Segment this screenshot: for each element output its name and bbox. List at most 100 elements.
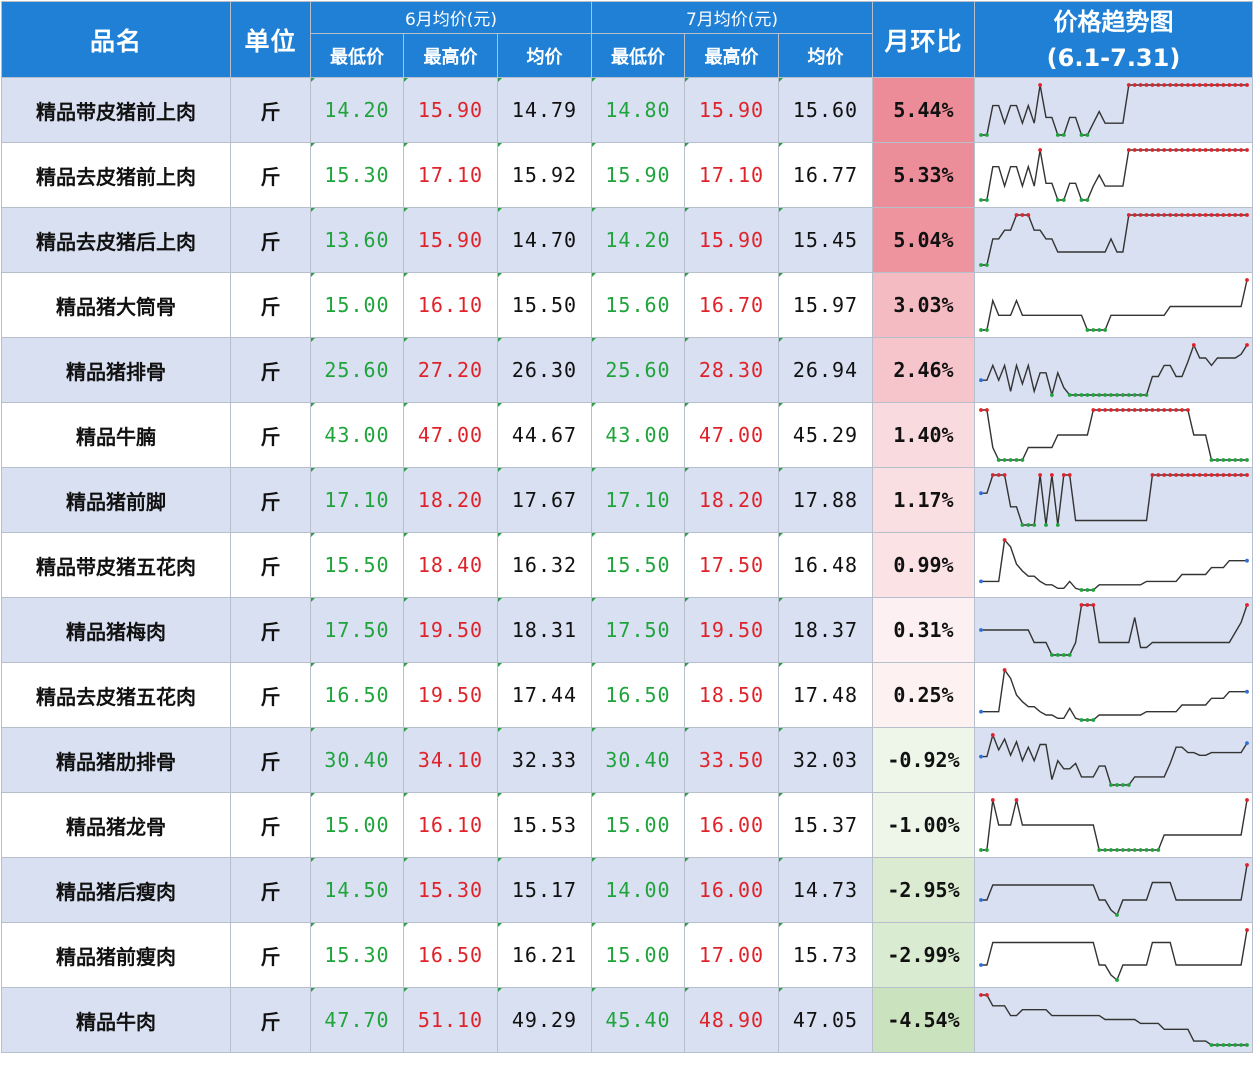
table-row: 精品牛肉斤 47.70 51.10 49.29 45.40 48.90 47.05 -4.54… bbox=[1, 987, 1253, 1053]
sparkline-high-point bbox=[1191, 473, 1196, 477]
july-max-price: 15.90 bbox=[684, 207, 779, 273]
mom-change: -4.54% bbox=[872, 987, 975, 1053]
sparkline-high-point bbox=[1156, 408, 1161, 412]
sparkline-low-point bbox=[1079, 133, 1084, 137]
sparkline-svg bbox=[979, 603, 1249, 657]
sparkline-high-point bbox=[1168, 213, 1173, 217]
sparkline-low-point bbox=[1126, 848, 1131, 852]
sparkline-high-point bbox=[1091, 603, 1096, 607]
sparkline-low-point bbox=[1121, 848, 1125, 852]
july-avg-price: 18.37 bbox=[778, 597, 873, 663]
july-avg-price: 17.48 bbox=[778, 662, 873, 728]
sparkline-high-point bbox=[990, 798, 995, 802]
july-max-price: 16.00 bbox=[684, 857, 779, 923]
sparkline-low-point bbox=[1233, 458, 1238, 462]
sparkline-low-point bbox=[979, 263, 983, 267]
sparkline-high-point bbox=[1174, 408, 1178, 412]
sparkline-high-point bbox=[1191, 343, 1196, 347]
sparkline-path bbox=[981, 864, 1248, 917]
sparkline-path bbox=[981, 214, 1247, 266]
sparkline-low-point bbox=[1221, 458, 1226, 462]
unit-cell: 斤 bbox=[230, 142, 311, 208]
july-min-price: 15.00 bbox=[591, 922, 685, 988]
sparkline-high-point bbox=[1168, 473, 1173, 477]
sparkline-high-point bbox=[1162, 83, 1167, 87]
sparkline-high-point bbox=[1091, 408, 1096, 412]
june-avg-price: 17.67 bbox=[497, 467, 592, 533]
sparkline-svg bbox=[979, 213, 1249, 267]
june-min-price: 17.10 bbox=[310, 467, 404, 533]
july-avg-price: 15.45 bbox=[778, 207, 873, 273]
sparkline-high-point bbox=[1150, 473, 1155, 477]
mom-change: -0.92% bbox=[872, 727, 975, 793]
june-max-price: 47.00 bbox=[403, 402, 498, 468]
product-name: 精品牛肉 bbox=[1, 987, 231, 1053]
table-row: 精品带皮猪五花肉斤 15.50 18.40 16.32 15.50 17.50 16.48 0… bbox=[1, 532, 1253, 598]
sparkline-high-point bbox=[1156, 213, 1161, 217]
july-max-price: 48.90 bbox=[684, 987, 779, 1053]
sparkline-low-point bbox=[1144, 848, 1149, 852]
sparkline-high-point bbox=[1150, 148, 1155, 152]
june-avg-price: 14.79 bbox=[497, 77, 592, 143]
sparkline-high-point bbox=[1186, 213, 1190, 217]
sparkline-high-point bbox=[1132, 83, 1137, 87]
sparkline-low-point bbox=[1026, 523, 1031, 527]
sparkline-high-point bbox=[1138, 408, 1143, 412]
june-min-price: 14.20 bbox=[310, 77, 404, 143]
mom-change: 0.25% bbox=[872, 662, 975, 728]
sparkline-high-point bbox=[1186, 148, 1190, 152]
sparkline-high-point bbox=[990, 473, 995, 477]
july-avg-price: 15.73 bbox=[778, 922, 873, 988]
sparkline-high-point bbox=[1197, 473, 1202, 477]
sparkline-low-point bbox=[1245, 1043, 1249, 1047]
sparkline-low-point bbox=[1215, 458, 1220, 462]
july-min-price: 15.90 bbox=[591, 142, 685, 208]
sparkline-last-point bbox=[1245, 741, 1249, 745]
june-max-price: 19.50 bbox=[403, 662, 498, 728]
product-name: 精品猪后瘦肉 bbox=[1, 857, 231, 923]
july-min-price: 16.50 bbox=[591, 662, 685, 728]
mom-change: 1.40% bbox=[872, 402, 975, 468]
sparkline-high-point bbox=[1168, 148, 1173, 152]
sparkline-path bbox=[981, 994, 1247, 1046]
june-max-price: 15.30 bbox=[403, 857, 498, 923]
sparkline-high-point bbox=[1002, 473, 1007, 477]
sparkline-high-point bbox=[1103, 408, 1107, 412]
sparkline-high-point bbox=[1203, 148, 1208, 152]
header-june-avg: 均价 bbox=[497, 33, 592, 78]
product-name: 精品带皮猪前上肉 bbox=[1, 77, 231, 143]
product-name: 精品带皮猪五花肉 bbox=[1, 532, 231, 598]
sparkline-high-point bbox=[1079, 603, 1084, 607]
july-avg-price: 15.37 bbox=[778, 792, 873, 858]
june-avg-price: 49.29 bbox=[497, 987, 592, 1053]
mom-change: 3.03% bbox=[872, 272, 975, 338]
sparkline-first-point bbox=[979, 709, 983, 714]
july-min-price: 17.50 bbox=[591, 597, 685, 663]
sparkline-low-point bbox=[1067, 653, 1072, 657]
sparkline-high-point bbox=[1132, 408, 1137, 412]
sparkline-low-point bbox=[1144, 393, 1149, 397]
sparkline-low-point bbox=[1014, 458, 1019, 462]
table-row: 精品带皮猪前上肉斤 14.20 15.90 14.79 14.80 15.90 15.60 5… bbox=[1, 77, 1253, 143]
product-name: 精品猪梅肉 bbox=[1, 597, 231, 663]
sparkline-high-point bbox=[979, 408, 983, 412]
sparkline-high-point bbox=[1150, 408, 1155, 412]
mom-change: -1.00% bbox=[872, 792, 975, 858]
sparkline-high-point bbox=[1180, 148, 1184, 152]
sparkline-svg bbox=[979, 538, 1249, 592]
sparkline-svg bbox=[979, 343, 1249, 398]
unit-cell: 斤 bbox=[230, 597, 311, 663]
product-name: 精品猪前瘦肉 bbox=[1, 922, 231, 988]
sparkline-svg bbox=[979, 863, 1249, 917]
price-trend-sparkline bbox=[974, 142, 1253, 208]
sparkline-high-point bbox=[1221, 83, 1226, 87]
mom-change: 5.33% bbox=[872, 142, 975, 208]
sparkline-low-point bbox=[1227, 458, 1232, 462]
sparkline-high-point bbox=[1144, 213, 1149, 217]
sparkline-high-point bbox=[1221, 213, 1226, 217]
june-avg-price: 16.21 bbox=[497, 922, 592, 988]
price-trend-sparkline bbox=[974, 662, 1253, 728]
sparkline-high-point bbox=[1233, 83, 1238, 87]
sparkline-high-point bbox=[1144, 148, 1149, 152]
sparkline-low-point bbox=[1032, 523, 1037, 527]
